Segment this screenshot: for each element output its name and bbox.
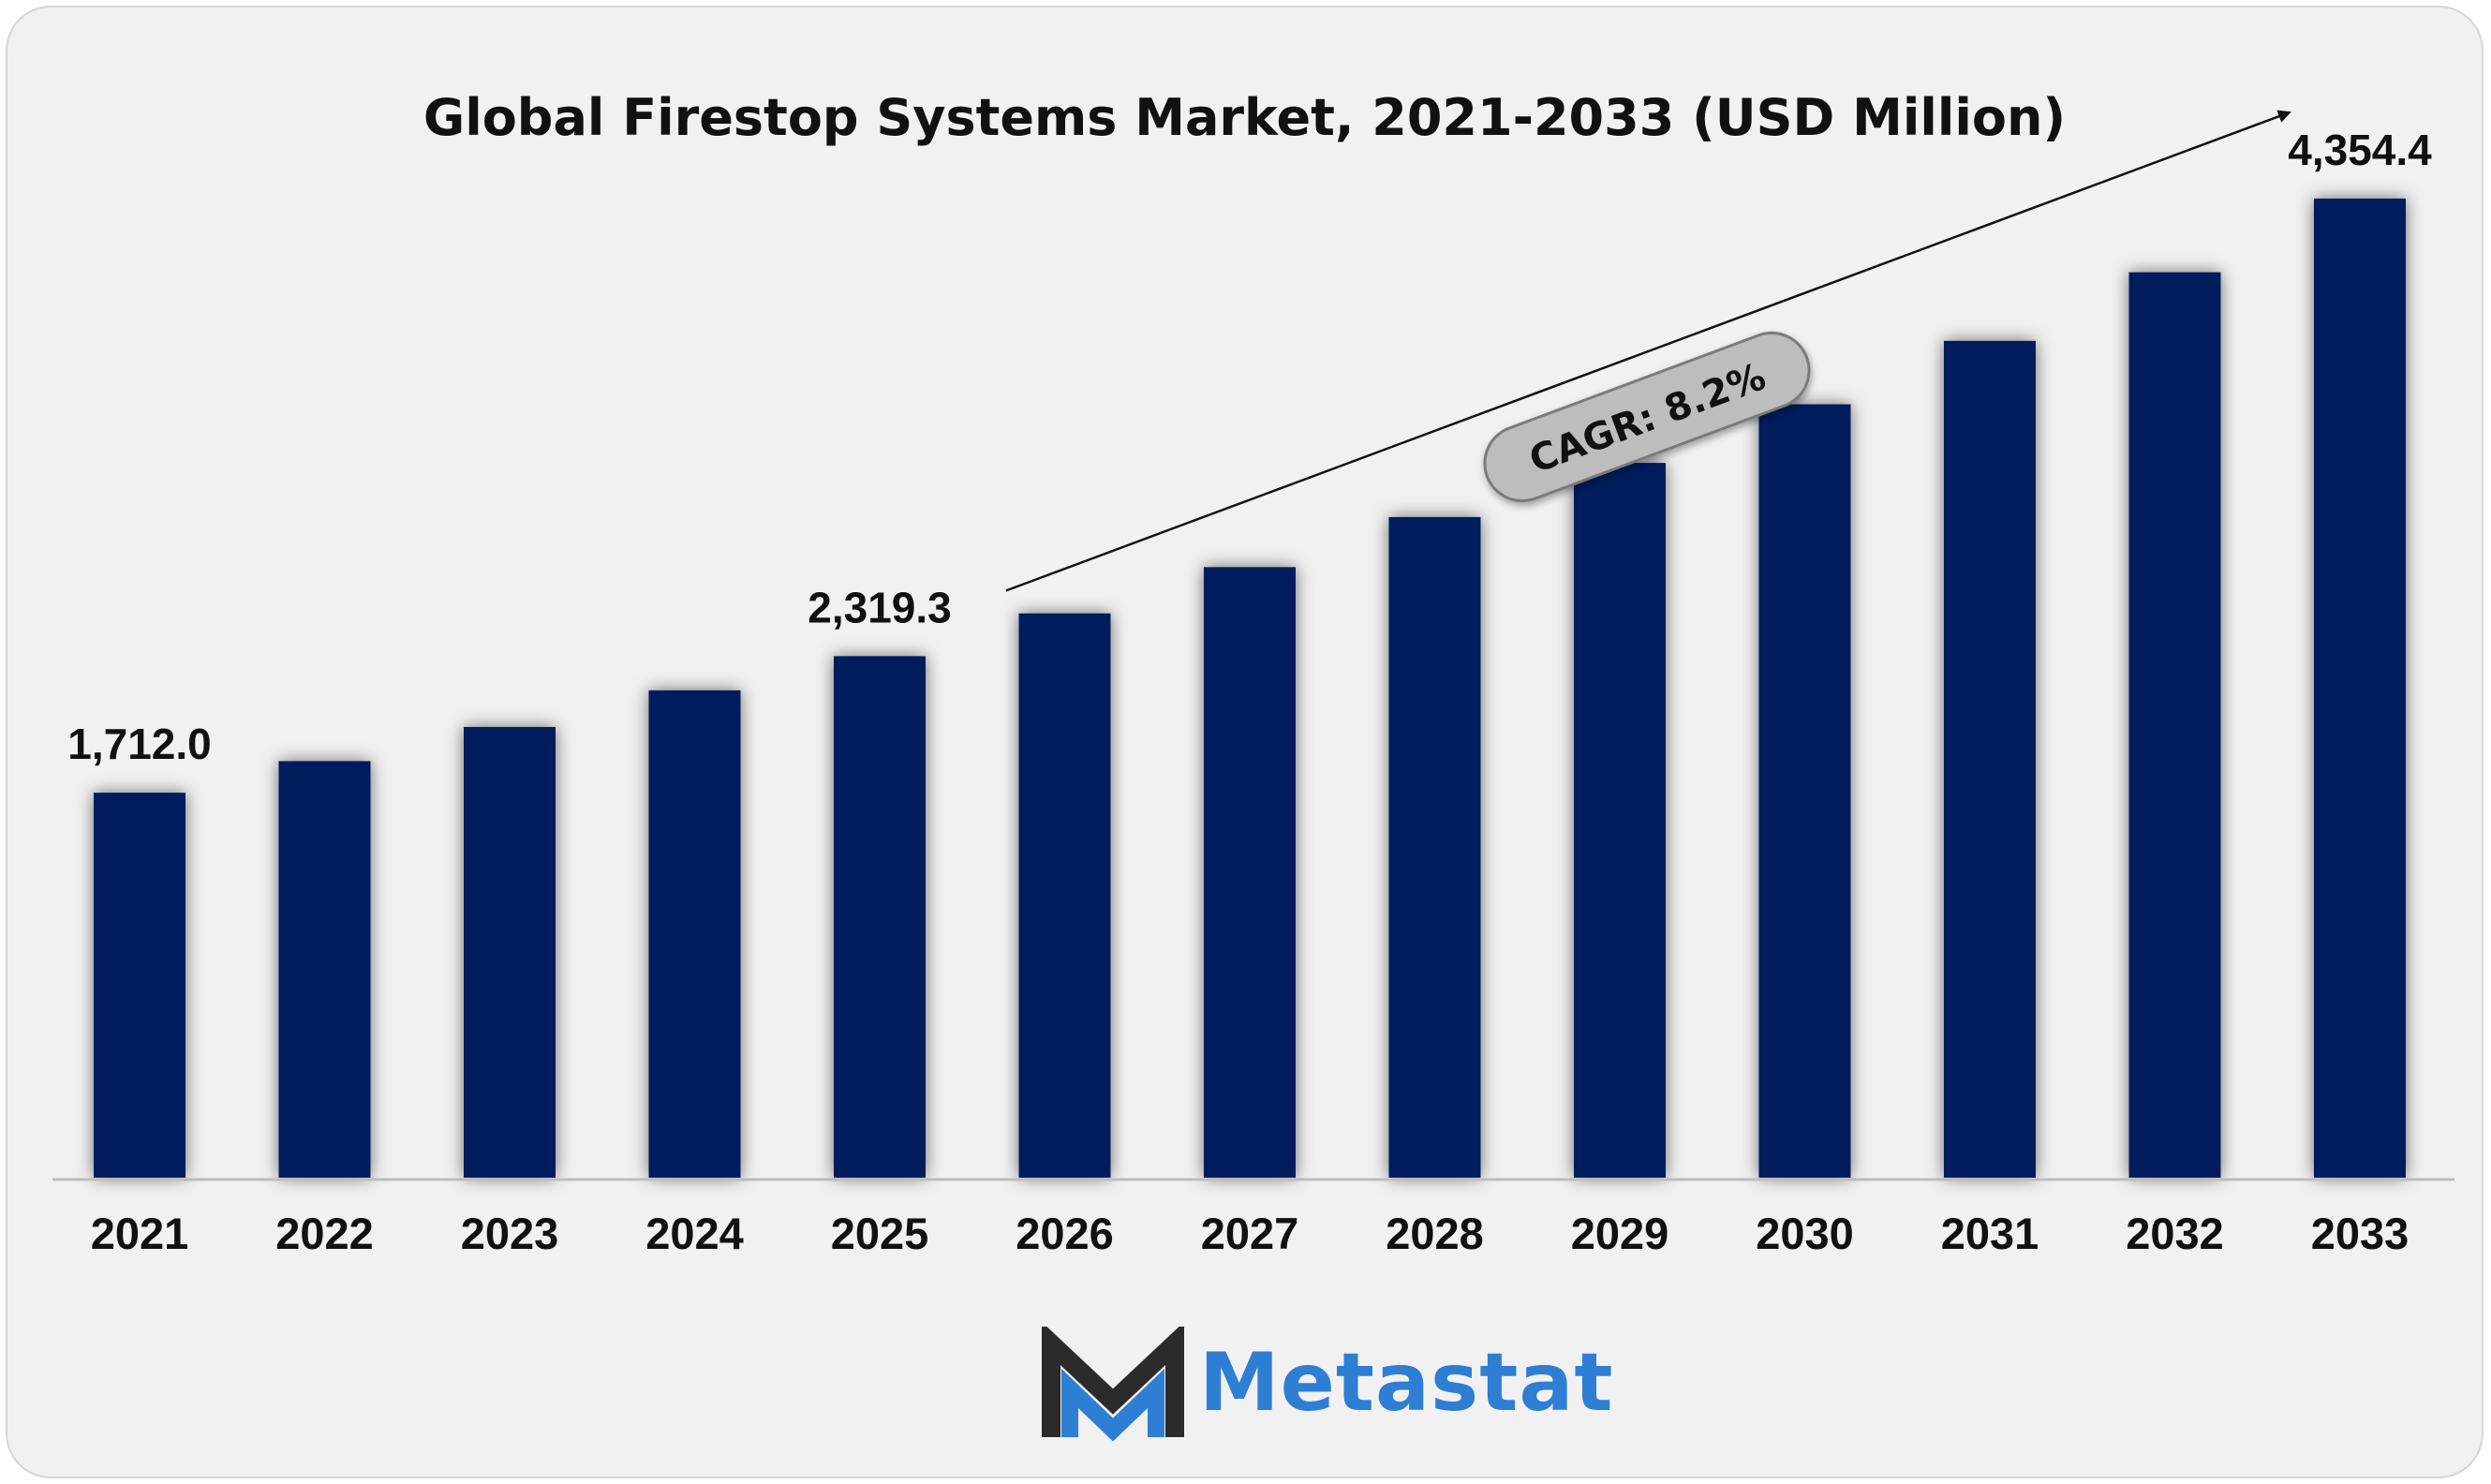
bar-2026 — [1018, 613, 1111, 1178]
chart-title: Global Firestop Systems Market, 2021-203… — [423, 88, 2067, 147]
x-tick-label: 2030 — [1756, 1209, 1854, 1258]
data-label-2021: 1,712.0 — [67, 720, 211, 768]
bar-chart: 2021 2022 2023 2024 2025 2026 2027 2028 2029 2030… — [52, 110, 2454, 1258]
x-tick-label: 2028 — [1386, 1209, 1484, 1258]
bar-2027 — [1204, 567, 1296, 1178]
bar-2022 — [278, 761, 371, 1178]
cagr-badge-background — [1483, 331, 1811, 503]
bars-group — [94, 198, 2406, 1179]
bar-2024 — [648, 690, 741, 1178]
bar-2031 — [1944, 340, 2036, 1179]
x-tick-label: 2032 — [2126, 1209, 2224, 1258]
x-tick-label: 2026 — [1016, 1209, 1114, 1258]
x-tick-label: 2031 — [1941, 1209, 2039, 1258]
bar-2029 — [1574, 463, 1666, 1178]
x-tick-label: 2024 — [645, 1209, 744, 1258]
x-tick-label: 2021 — [91, 1209, 189, 1258]
x-tick-label: 2033 — [2311, 1209, 2409, 1258]
bar-2030 — [1758, 404, 1851, 1178]
bar-2032 — [2128, 272, 2221, 1178]
x-tick-label: 2027 — [1201, 1209, 1299, 1258]
metastat-m-logo-icon — [1042, 1327, 1184, 1442]
bar-2025 — [834, 656, 926, 1178]
bar-2028 — [1388, 516, 1481, 1178]
bar-2021 — [94, 793, 185, 1178]
data-labels: 1,712.0 2,319.3 4,354.4 — [67, 126, 2432, 768]
x-tick-label: 2025 — [831, 1209, 929, 1258]
cagr-arrow — [1005, 110, 2291, 592]
x-tick-label: 2023 — [461, 1209, 559, 1258]
chart-card: Global Firestop Systems Market, 2021-203… — [6, 6, 2484, 1478]
x-tick-label: 2022 — [275, 1209, 374, 1258]
metastat-logo: Metastat — [1038, 1327, 1613, 1448]
x-tick-label: 2029 — [1571, 1209, 1669, 1258]
x-tick-labels: 2021 2022 2023 2024 2025 2026 2027 2028 2029 2030… — [91, 1209, 2409, 1258]
bar-2023 — [464, 726, 556, 1178]
brand-name: Metastat — [1199, 1336, 1614, 1430]
data-label-2033: 4,354.4 — [2288, 126, 2432, 174]
bar-2033 — [2314, 198, 2406, 1179]
data-label-2025: 2,319.3 — [808, 583, 951, 631]
